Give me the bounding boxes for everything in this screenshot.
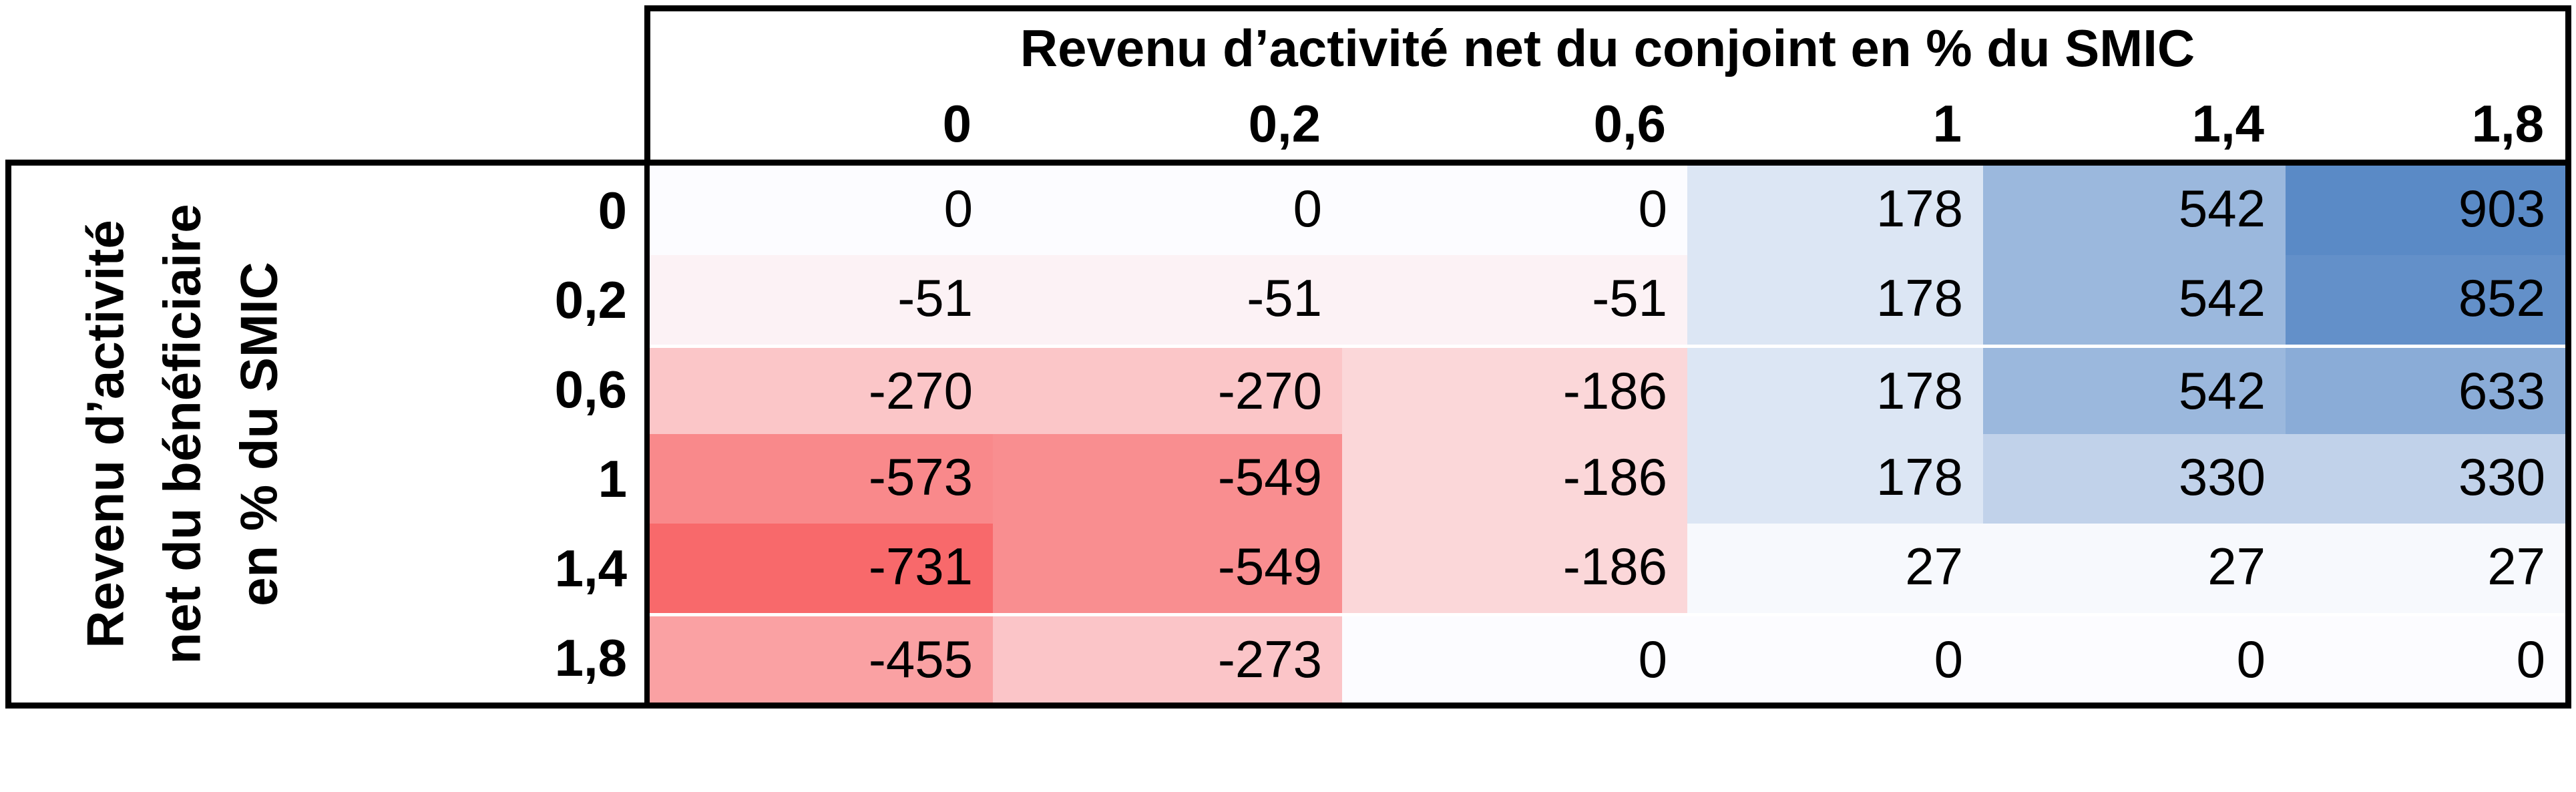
heatmap-cell: 330 — [2286, 434, 2565, 524]
heatmap-cell: 178 — [1687, 345, 1983, 434]
heatmap-cell: -549 — [993, 524, 1342, 613]
column-axis-title: Revenu d’activité net du conjoint en % d… — [1020, 19, 2195, 77]
heatmap-cell: -731 — [650, 524, 993, 613]
heatmap-cell: 27 — [1983, 524, 2286, 613]
heatmap-cell: -51 — [993, 255, 1342, 345]
column-label: 1 — [1932, 94, 1962, 153]
heatmap-cell: 0 — [1342, 166, 1687, 255]
heatmap-row: 0 0 0 178 542 903 — [650, 166, 2565, 255]
row-axis-title: Revenu d’activité net du bénéficiaire en %… — [67, 166, 297, 703]
column-labels: 0 0,2 0,6 1 1,4 1,8 — [650, 87, 2565, 160]
row-axis-title-text: Revenu d’activité net du bénéficiaire en %… — [67, 166, 297, 703]
heatmap-cell: 852 — [2286, 255, 2565, 345]
heatmap-cell: 542 — [1983, 255, 2286, 345]
heatmap-cell: -270 — [993, 345, 1342, 434]
row-label: 1 — [598, 449, 627, 508]
heatmap-row: -51 -51 -51 178 542 852 — [650, 255, 2565, 345]
bottom-border — [5, 703, 2571, 709]
heatmap-cell: -186 — [1342, 345, 1687, 434]
heatmap-row: -270 -270 -186 178 542 633 — [650, 345, 2565, 434]
heatmap-cell: -51 — [650, 255, 993, 345]
heatmap-cell: 542 — [1983, 166, 2286, 255]
left-border — [5, 160, 11, 709]
heatmap-cell: -51 — [1342, 255, 1687, 345]
heatmap-cell: 27 — [2286, 524, 2565, 613]
right-border — [2565, 5, 2571, 709]
heatmap-row: -731 -549 -186 27 27 27 — [650, 524, 2565, 613]
heatmap-cell: 0 — [2286, 613, 2565, 703]
column-label: 0 — [942, 94, 972, 153]
heatmap-cell: 903 — [2286, 166, 2565, 255]
row-axis-title-line: en % du SMIC — [229, 262, 288, 606]
heatmap-row: -455 -273 0 0 0 0 — [650, 613, 2565, 703]
column-label: 1,8 — [2471, 94, 2544, 153]
header-top-border — [644, 5, 2571, 11]
column-label: 0,6 — [1593, 94, 1666, 153]
heatmap-cell: -549 — [993, 434, 1342, 524]
heatmap-cell: -270 — [650, 345, 993, 434]
heatmap-cell: -455 — [650, 613, 993, 703]
heatmap-cell: 0 — [1983, 613, 2286, 703]
row-label: 1,4 — [554, 539, 627, 598]
heatmap-cell: 178 — [1687, 166, 1983, 255]
axis-divider-border — [644, 5, 650, 709]
heatmap-cell: 0 — [1342, 613, 1687, 703]
heatmap-cell: 542 — [1983, 345, 2286, 434]
row-labels: 0 0,2 0,6 1 1,4 1,8 — [297, 166, 644, 703]
heatmap-cell: 0 — [1687, 613, 1983, 703]
mid-horizontal-border — [5, 160, 2571, 166]
column-label: 0,2 — [1248, 94, 1321, 153]
row-label: 0,6 — [554, 360, 627, 419]
heatmap-cell: 330 — [1983, 434, 2286, 524]
row-label: 1,8 — [554, 628, 627, 687]
heatmap-cell: 0 — [650, 166, 993, 255]
row-axis-title-line: Revenu d’activité — [75, 220, 134, 648]
heatmap-cell: 0 — [993, 166, 1342, 255]
row-label: 0 — [598, 181, 627, 240]
heatmap-cell: 633 — [2286, 345, 2565, 434]
row-label: 0,2 — [554, 270, 627, 329]
heatmap-grid: 0 0 0 178 542 903 -51 -51 -51 178 542 852 -270 -270 -1… — [650, 166, 2565, 703]
heatmap-cell: -186 — [1342, 524, 1687, 613]
column-label: 1,4 — [2191, 94, 2264, 153]
heatmap-cell: -273 — [993, 613, 1342, 703]
heatmap-cell: -186 — [1342, 434, 1687, 524]
heatmap-cell: -573 — [650, 434, 993, 524]
heatmap-cell: 27 — [1687, 524, 1983, 613]
heatmap-row: -573 -549 -186 178 330 330 — [650, 434, 2565, 524]
heatmap-cell: 178 — [1687, 434, 1983, 524]
heatmap-cell: 178 — [1687, 255, 1983, 345]
row-axis-title-line: net du bénéficiaire — [152, 204, 211, 664]
